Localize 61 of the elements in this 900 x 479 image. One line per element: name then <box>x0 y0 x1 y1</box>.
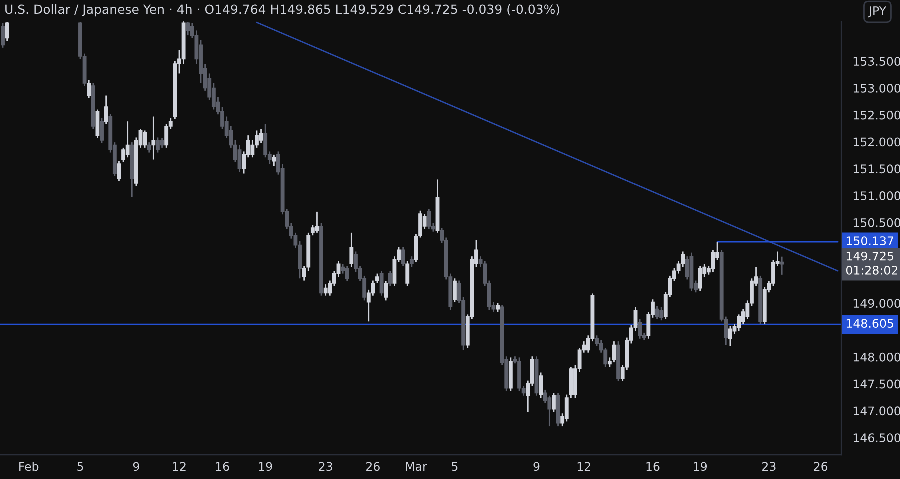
x-tick-label: 9 <box>133 462 140 472</box>
text: JPY <box>868 6 887 18</box>
candlestick <box>238 144 242 173</box>
candlestick <box>380 270 384 297</box>
candlestick <box>376 273 380 284</box>
candlestick <box>104 95 108 125</box>
x-tick-label: 19 <box>694 462 707 472</box>
candlestick <box>350 232 354 268</box>
candlestick <box>552 392 556 413</box>
candlestick <box>539 372 544 399</box>
candlestick <box>406 260 410 287</box>
candlestick <box>638 318 642 340</box>
candlestick <box>117 160 122 182</box>
candlestick <box>87 79 92 100</box>
candlestick <box>698 266 702 292</box>
candlestick <box>780 256 784 276</box>
candlestick <box>126 120 130 158</box>
candlestick <box>100 118 104 144</box>
x-tick-label: 16 <box>646 462 660 472</box>
candlestick <box>453 278 457 303</box>
candlestick <box>96 109 100 139</box>
candlestick <box>388 270 392 287</box>
candlestick <box>272 154 276 167</box>
x-tick-label: 5 <box>452 462 458 472</box>
candlestick <box>711 249 716 273</box>
candlestick <box>160 138 164 149</box>
candlestick <box>410 256 414 268</box>
x-tick-label: 9 <box>534 462 540 472</box>
candlestick <box>384 280 388 302</box>
candlestick <box>152 116 156 160</box>
x-tick-label: 26 <box>814 462 828 472</box>
x-tick-label: 5 <box>78 462 84 472</box>
chart-title: U.S. Dollar / Japanese Yen · 4h · O149.764 H149.865 L149.529 C149.725 -0.039 (-0.03%) <box>6 4 560 17</box>
x-tick-label: 23 <box>319 462 332 472</box>
candlestick <box>259 128 264 144</box>
candlestick <box>660 306 664 322</box>
x-tick-label: 12 <box>578 462 590 471</box>
candlestick <box>612 340 616 364</box>
candlestick <box>345 266 350 282</box>
candlestick <box>427 208 432 230</box>
candlestick <box>1 22 5 49</box>
x-tick-label: 19 <box>259 462 272 472</box>
candlestick <box>147 142 152 154</box>
candlestick <box>5 22 10 42</box>
candlestick <box>315 211 320 234</box>
candlestick <box>401 246 406 267</box>
candlestick <box>143 130 148 149</box>
candlestick <box>186 22 190 36</box>
x-tick-label: 16 <box>216 462 230 472</box>
x-tick-label: 26 <box>366 462 380 472</box>
x-tick-label: 23 <box>762 462 776 472</box>
candlestick <box>728 326 732 348</box>
text: 149.725 01:28:02 <box>846 252 898 275</box>
x-tick-label: 12 <box>173 462 186 471</box>
ref-line-label: 148.605 <box>846 319 894 328</box>
x-tick-label: Mar <box>406 462 428 472</box>
series-label: 150.137 <box>846 236 894 246</box>
candlestick <box>156 137 160 154</box>
x-tick-label: Feb <box>20 462 39 472</box>
candlestick <box>324 284 328 297</box>
candlestick <box>737 314 742 332</box>
